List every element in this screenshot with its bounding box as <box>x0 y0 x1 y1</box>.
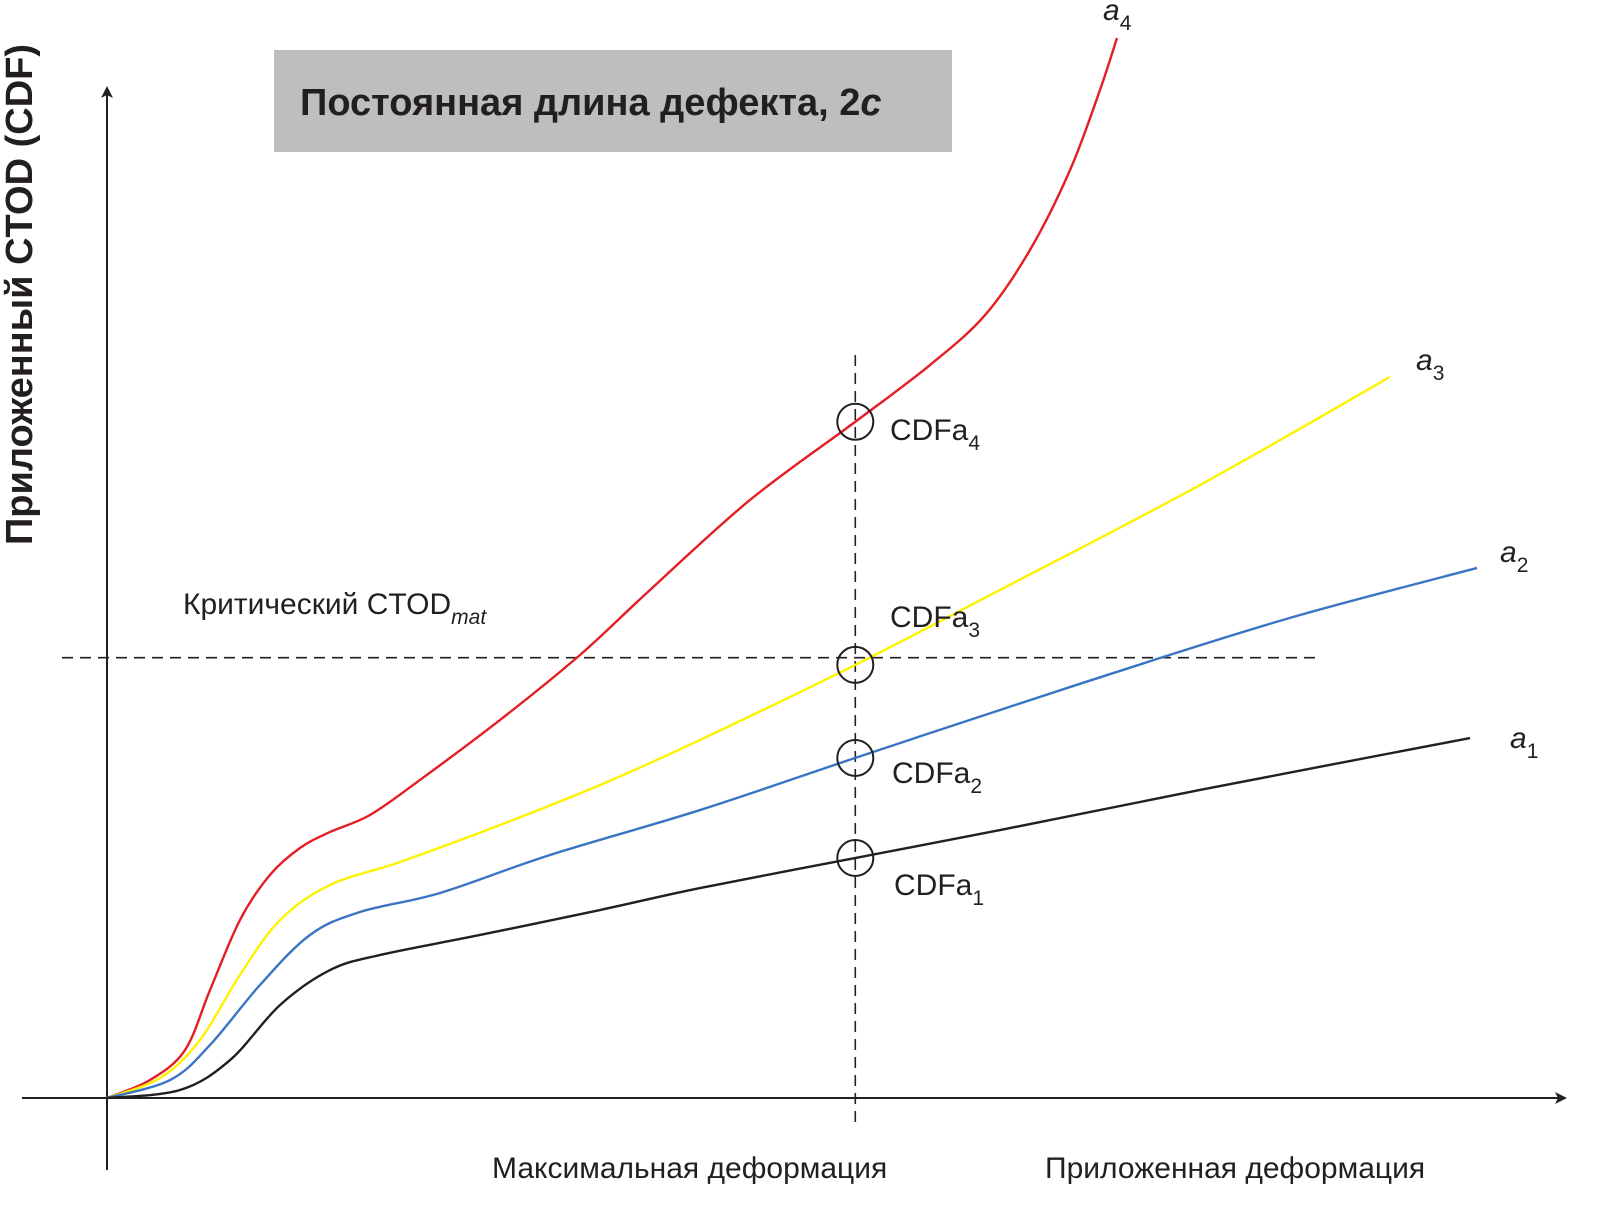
x-axis-label: Приложенная деформация <box>1045 1152 1425 1185</box>
curve-label-a4: a4 <box>1103 0 1132 35</box>
critical-ctod-label: Критический CTODmat <box>183 588 487 629</box>
title-box <box>274 50 952 152</box>
cdf-point-a1 <box>836 838 875 877</box>
max-deformation-label: Максимальная деформация <box>492 1152 887 1185</box>
y-axis-label: Приложенный CTOD (CDF) <box>0 44 41 545</box>
curve-a3 <box>106 375 1391 1100</box>
curve-label-a3: a3 <box>1416 344 1444 385</box>
cdf-label-a1: CDFa1 <box>894 869 984 910</box>
curve-label-a1: a1 <box>1510 722 1538 763</box>
cdf-label-a4: CDFa4 <box>890 414 980 455</box>
curve-label-a2: a2 <box>1500 536 1528 577</box>
cdf-label-a2: CDFa2 <box>892 757 982 798</box>
chart-title: Постоянная длина дефекта, 2c <box>300 82 881 124</box>
curve-a1 <box>106 736 1471 1100</box>
cdf-point-a4 <box>836 402 875 441</box>
cdf-label-a3: CDFa3 <box>890 601 980 642</box>
curve-a2 <box>106 566 1478 1100</box>
cdf-point-a3 <box>836 645 875 684</box>
cdf-point-a2 <box>836 738 875 777</box>
curve-a4 <box>106 37 1119 1100</box>
